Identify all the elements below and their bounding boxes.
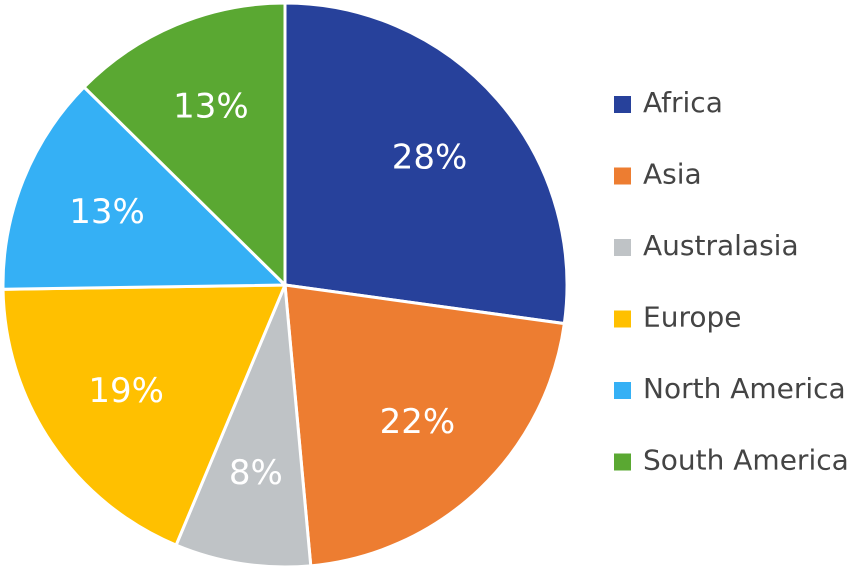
legend-swatch xyxy=(614,239,631,256)
legend-label: Asia xyxy=(643,158,702,191)
pie-slice xyxy=(283,1,569,326)
legend-swatch xyxy=(614,453,631,471)
legend-label: North America xyxy=(643,372,846,405)
legend-swatch xyxy=(614,167,631,185)
data-label: 13% xyxy=(69,192,145,232)
legend-swatch xyxy=(614,96,631,113)
pie-slice xyxy=(1,283,288,548)
pie-slice xyxy=(174,284,313,569)
data-label: 28% xyxy=(392,138,468,178)
data-label: 8% xyxy=(229,453,283,493)
legend-label: Africa xyxy=(643,86,723,119)
legend-label: Europe xyxy=(643,301,741,334)
pie-slice xyxy=(81,1,287,289)
pie-slice xyxy=(1,85,289,291)
legend-label: Australasia xyxy=(643,229,799,262)
pie-slice xyxy=(283,283,567,568)
legend-swatch xyxy=(614,382,631,399)
legend-label: South America xyxy=(643,444,849,477)
data-label: 22% xyxy=(380,402,456,442)
legend-swatch xyxy=(614,310,631,328)
data-label: 13% xyxy=(173,87,249,127)
data-label: 19% xyxy=(88,371,164,411)
